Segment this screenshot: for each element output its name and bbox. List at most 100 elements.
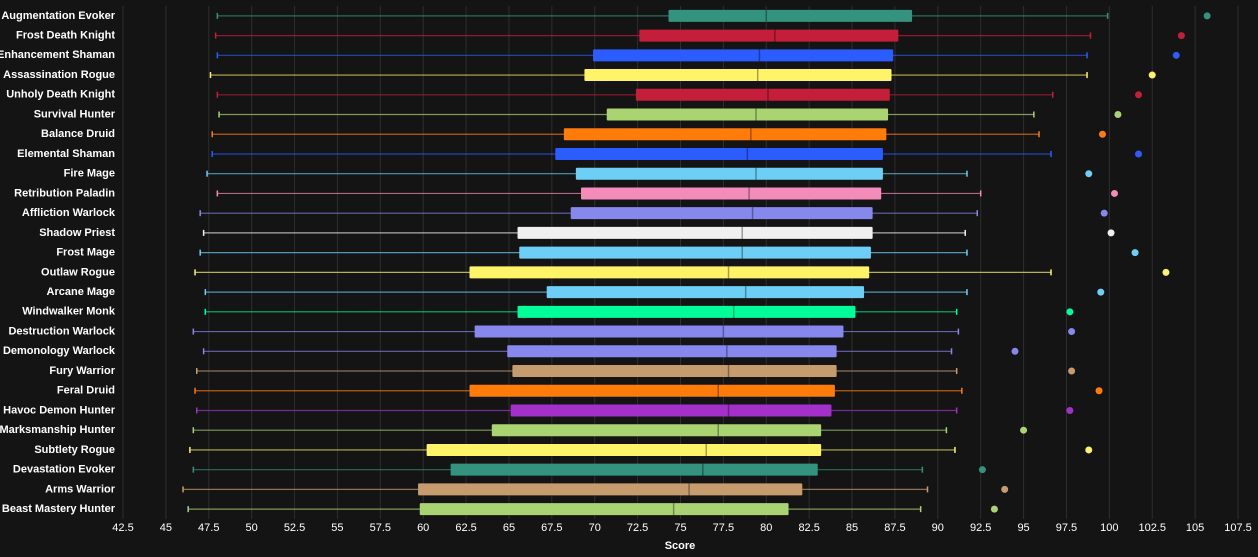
box xyxy=(474,325,844,338)
category-label: Arms Warrior xyxy=(45,483,116,495)
category-label: Assassination Rogue xyxy=(3,69,115,81)
outlier xyxy=(1011,347,1019,355)
box xyxy=(546,286,865,299)
category-label: Balance Druid xyxy=(41,128,115,140)
x-tick-label: 87.5 xyxy=(884,522,905,534)
outlier xyxy=(1095,387,1103,395)
outlier xyxy=(1098,130,1106,138)
outlier xyxy=(1114,111,1122,119)
box xyxy=(418,483,803,496)
category-label: Havoc Demon Hunter xyxy=(3,404,116,416)
category-label: Frost Mage xyxy=(56,247,115,259)
box xyxy=(507,345,837,358)
x-tick-label: 102.5 xyxy=(1138,522,1166,534)
x-tick-label: 55 xyxy=(331,522,343,534)
x-tick-label: 65 xyxy=(503,522,515,534)
x-tick-label: 52.5 xyxy=(284,522,305,534)
x-tick-label: 97.5 xyxy=(1056,522,1077,534)
x-tick-label: 70 xyxy=(589,522,601,534)
category-label: Elemental Shaman xyxy=(17,148,115,160)
category-label: Outlaw Rogue xyxy=(41,266,115,278)
outlier xyxy=(1066,308,1074,316)
x-tick-label: 47.5 xyxy=(198,522,219,534)
x-tick-label: 57.5 xyxy=(370,522,391,534)
x-tick-label: 42.5 xyxy=(112,522,133,534)
outlier xyxy=(1085,446,1093,454)
category-label: Devastation Evoker xyxy=(13,464,116,476)
outlier xyxy=(1068,328,1076,336)
x-tick-label: 90 xyxy=(932,522,944,534)
outlier xyxy=(1085,170,1093,178)
box xyxy=(593,49,894,62)
box xyxy=(517,226,873,239)
x-tick-label: 92.5 xyxy=(970,522,991,534)
category-label: Survival Hunter xyxy=(34,108,116,120)
outlier xyxy=(1068,367,1076,375)
category-label: Affliction Warlock xyxy=(22,207,116,219)
x-tick-label: 50 xyxy=(246,522,258,534)
x-tick-label: 60 xyxy=(417,522,429,534)
outlier xyxy=(1162,268,1170,276)
box xyxy=(419,503,789,516)
outlier xyxy=(1203,12,1211,20)
x-tick-label: 107.5 xyxy=(1224,522,1252,534)
outlier xyxy=(990,505,998,513)
box xyxy=(606,108,889,121)
x-tick-label: 72.5 xyxy=(627,522,648,534)
outlier xyxy=(1107,229,1115,237)
box xyxy=(581,187,882,200)
category-label: Subtlety Rogue xyxy=(34,444,115,456)
category-label: Fire Mage xyxy=(64,168,115,180)
box xyxy=(563,128,887,141)
x-tick-label: 105 xyxy=(1186,522,1204,534)
category-label: Marksmanship Hunter xyxy=(0,424,116,436)
category-label: Feral Druid xyxy=(57,385,115,397)
box xyxy=(491,424,822,437)
outlier xyxy=(1135,150,1143,158)
x-tick-label: 85 xyxy=(846,522,858,534)
box xyxy=(517,305,856,318)
box xyxy=(570,207,873,220)
category-label: Fury Warrior xyxy=(49,365,115,377)
outlier xyxy=(1020,426,1028,434)
category-label: Unholy Death Knight xyxy=(6,89,115,101)
category-label: Windwalker Monk xyxy=(22,306,116,318)
box xyxy=(575,167,883,180)
x-tick-label: 80 xyxy=(760,522,772,534)
x-tick-label: 77.5 xyxy=(713,522,734,534)
x-tick-label: 62.5 xyxy=(455,522,476,534)
box xyxy=(519,246,871,259)
category-label: Augmentation Evoker xyxy=(1,10,115,22)
box xyxy=(450,463,818,476)
outlier xyxy=(1001,485,1009,493)
outlier xyxy=(1135,91,1143,99)
x-tick-label: 45 xyxy=(160,522,172,534)
outlier xyxy=(1110,189,1118,197)
box xyxy=(635,88,890,101)
outlier xyxy=(1177,32,1185,40)
box xyxy=(512,365,837,378)
x-tick-label: 95 xyxy=(1017,522,1029,534)
category-label: Enhancement Shaman xyxy=(0,49,115,61)
outlier xyxy=(1097,288,1105,296)
box xyxy=(555,147,883,160)
box xyxy=(426,443,822,456)
box xyxy=(510,404,832,417)
x-tick-label: 100 xyxy=(1100,522,1118,534)
outlier xyxy=(1100,209,1108,217)
box xyxy=(469,266,870,279)
box xyxy=(469,384,835,397)
outlier xyxy=(1148,71,1156,79)
outlier xyxy=(1066,406,1074,414)
category-label: Frost Death Knight xyxy=(16,30,115,42)
box xyxy=(584,69,892,82)
outlier xyxy=(978,466,986,474)
box xyxy=(668,9,913,22)
category-label: Shadow Priest xyxy=(39,227,115,239)
category-label: Retribution Paladin xyxy=(14,187,115,199)
x-axis-label: Score xyxy=(665,540,696,552)
outlier xyxy=(1131,249,1139,257)
category-label: Demonology Warlock xyxy=(3,345,116,357)
category-label: Destruction Warlock xyxy=(8,325,115,337)
category-label: Arcane Mage xyxy=(47,286,115,298)
